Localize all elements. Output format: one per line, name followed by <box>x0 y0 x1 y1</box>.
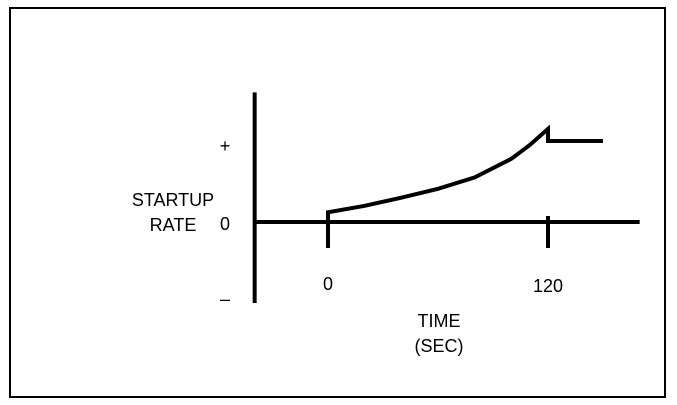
y-axis-label-line-2: RATE <box>150 215 197 235</box>
y-tick-label-minus: – <box>220 289 230 309</box>
x-tick-label-120: 120 <box>533 276 563 296</box>
series-line <box>326 124 603 222</box>
x-tick-label-0: 0 <box>323 274 333 294</box>
x-axis-label-line-2: (SEC) <box>415 336 464 356</box>
x-axis-label-line-1: TIME <box>418 311 461 331</box>
y-tick-label-plus: + <box>220 136 231 156</box>
y-axis-label-line-1: STARTUP <box>132 190 214 210</box>
chart-frame: STARTUP RATE + 0 – 0 120 TIME (SEC) <box>9 7 666 398</box>
y-tick-label-zero: 0 <box>220 214 230 234</box>
chart-canvas: STARTUP RATE + 0 – 0 120 TIME (SEC) <box>132 92 640 356</box>
